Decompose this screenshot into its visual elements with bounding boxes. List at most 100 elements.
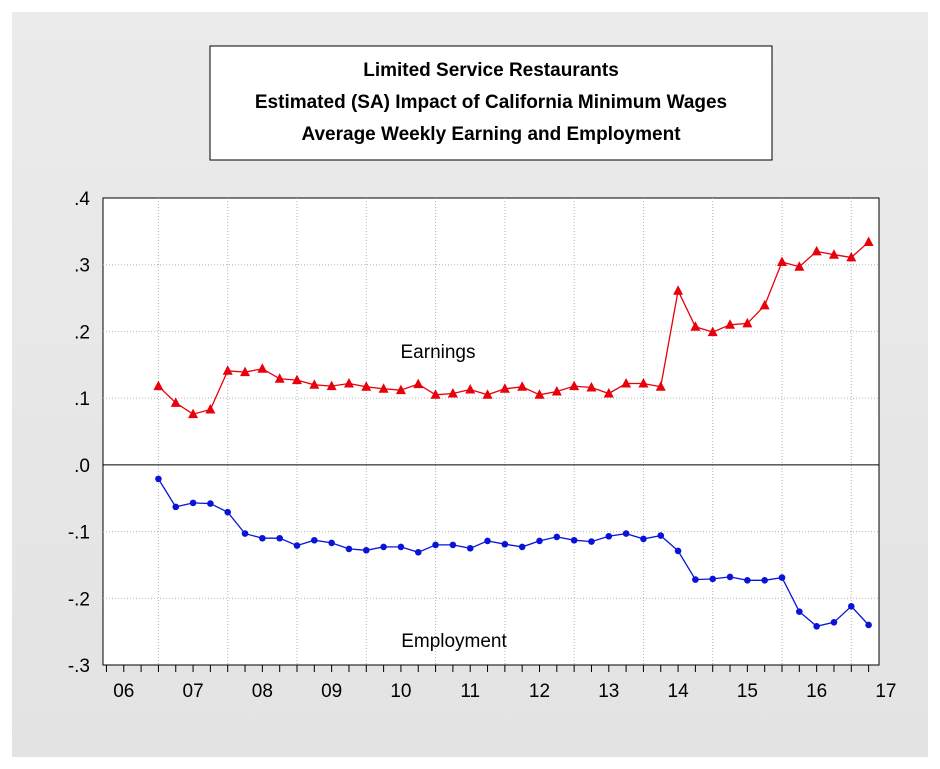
earnings-point [621,377,632,388]
earnings-point [447,387,458,398]
grid [103,198,879,665]
employment-label: Employment [401,631,507,652]
employment-point [744,576,751,584]
x-tick-label: 06 [113,681,134,702]
employment-point [276,534,283,542]
earnings-point [725,319,736,329]
employment-point [830,619,838,626]
earnings-point [222,365,233,375]
y-tick-label: -.1 [68,523,90,544]
employment-point [155,475,162,483]
y-tick-label: .0 [74,456,90,477]
y-tick-label: .4 [74,189,90,210]
earnings-point [292,374,302,385]
earnings-point [586,381,597,392]
employment-point [553,533,561,541]
earnings-point [863,236,874,247]
employment-point [692,576,699,583]
earnings-point [690,321,701,331]
employment-point [761,576,768,584]
employment-point [432,541,439,549]
chart-title-line-1: Limited Service Restaurants [363,60,619,81]
x-tick-label: 16 [806,681,827,702]
earnings-point [794,261,805,271]
y-tick-label: -.3 [68,656,90,677]
x-tick-label: 15 [737,681,758,702]
employment-point [796,608,803,615]
employment-point [657,532,665,539]
employment-point [518,543,526,551]
x-tick-label: 11 [460,681,480,702]
title-box [209,45,773,161]
employment-point [709,575,717,583]
x-tick-label: 17 [875,681,896,702]
earnings-point [707,326,718,337]
plot-area [102,197,880,666]
employment-point [224,508,232,516]
employment-point [726,573,734,581]
x-tick-label: 09 [321,681,342,702]
earnings-point [240,366,251,377]
x-tick-label: 10 [390,681,411,702]
earnings-point [655,381,666,391]
earnings-point [499,383,510,393]
x-tick-label: 07 [183,681,204,702]
employment-point [311,536,318,544]
chart-title-line-2: Estimated (SA) Impact of California Mini… [255,92,727,113]
employment-point [813,623,820,630]
earnings-point [326,380,337,391]
earnings-point [811,245,822,256]
earnings-point [309,379,320,389]
employment-point [241,530,249,537]
earnings-point [603,387,614,398]
employment-point [622,530,630,537]
employment-point [207,500,214,507]
employment-point [674,547,682,555]
earnings-point [551,385,562,396]
employment-point [345,545,353,553]
earnings-point [188,408,199,419]
earnings-point [534,389,545,399]
employment-point [778,574,786,581]
earnings-point [257,363,268,373]
employment-point [588,538,595,545]
employment-point [380,543,387,551]
x-tick-label: 13 [598,681,619,702]
earnings-point [777,256,787,267]
employment-point [259,534,266,542]
earnings-point [482,389,493,399]
employment-point [640,535,647,543]
axes: .4 .3 .2 .1 .0 -.1 -.2 -.3 06 07 08 09 10 11 12 13 14 15 1… [68,189,897,702]
employment-point [172,503,180,511]
earnings-point [274,373,285,383]
employment-point [293,542,301,549]
earnings-point [828,249,839,259]
y-tick-label: .2 [74,322,90,343]
earnings-point [759,299,770,310]
earnings-point [395,384,406,395]
earnings-point [465,383,476,394]
earnings-point [170,397,181,407]
earnings-point [343,377,354,388]
employment-point [414,548,422,556]
earnings-label: Earnings [401,342,476,363]
earnings-point [413,378,424,389]
employment-point [362,546,370,554]
earnings-point [153,380,164,391]
x-tick-label: 12 [529,681,550,702]
x-tick-label: 08 [252,681,273,702]
earnings-line [157,241,870,415]
chart-title-line-3: Average Weekly Earning and Employment [301,124,681,145]
employment-point [847,602,855,610]
earnings-point [205,403,216,414]
earnings-point [569,380,580,391]
employment-point [449,541,457,549]
earnings-point [673,285,684,295]
earnings-point [638,377,649,388]
earnings-point [742,317,753,328]
employment-point [484,537,491,545]
y-tick-label: .3 [74,256,90,277]
x-tick-label: 14 [668,681,690,702]
employment-point [570,536,578,544]
